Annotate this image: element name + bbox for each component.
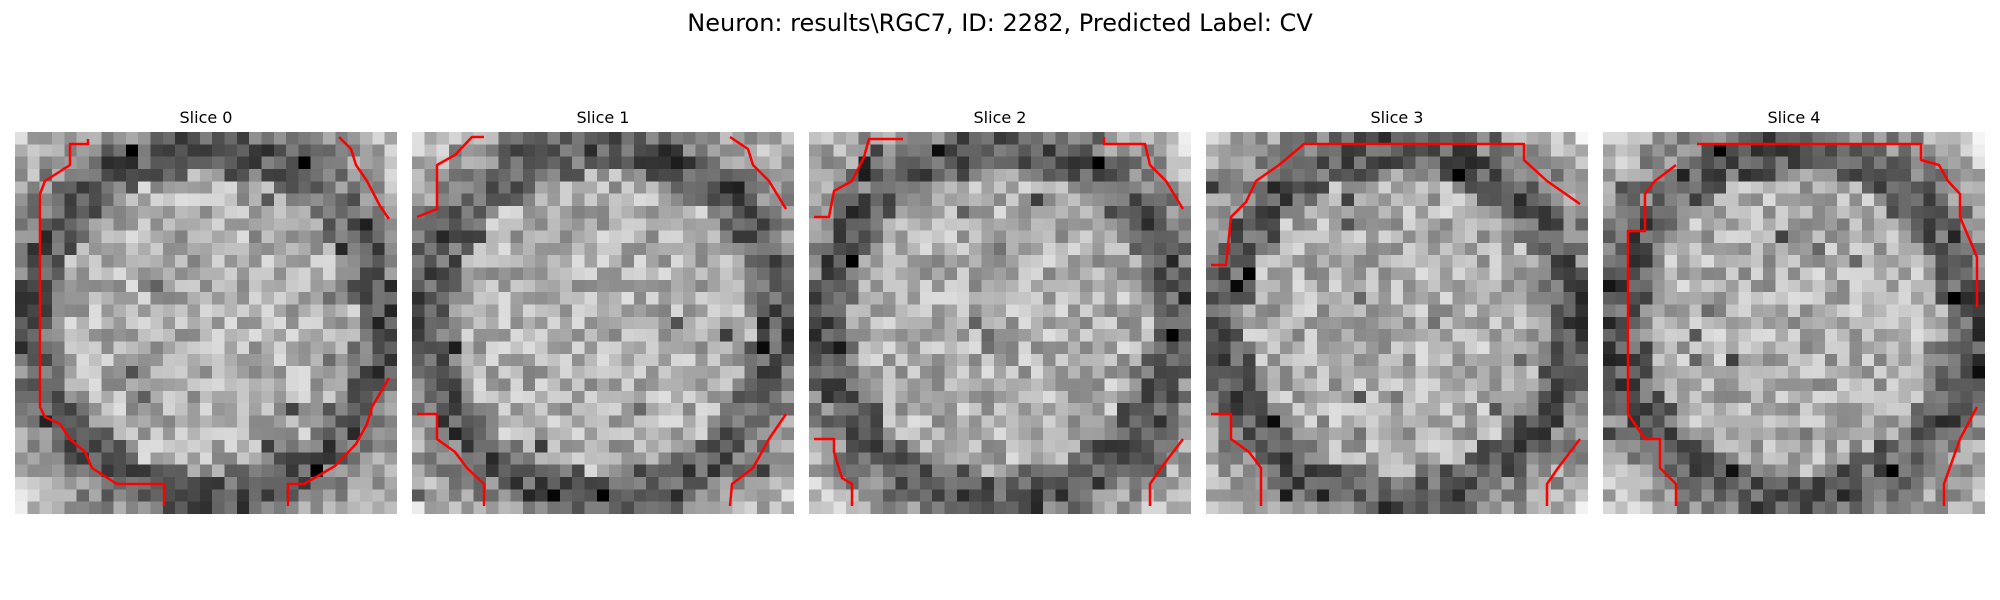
slice-title: Slice 4 — [1603, 108, 1985, 128]
slice-panel-2: Slice 2 — [809, 108, 1191, 514]
slice-pixel-grid — [1603, 132, 1985, 514]
slice-pixel-grid — [412, 132, 794, 514]
slice-title: Slice 2 — [809, 108, 1191, 128]
slice-panel-0: Slice 0 — [15, 108, 397, 514]
slice-panel-3: Slice 3 — [1206, 108, 1588, 514]
slice-image — [1206, 132, 1588, 514]
figure-title: Neuron: results\RGC7, ID: 2282, Predicte… — [0, 8, 2000, 38]
slice-title: Slice 1 — [412, 108, 794, 128]
slice-pixel-grid — [1206, 132, 1588, 514]
slice-panel-1: Slice 1 — [412, 108, 794, 514]
slice-title: Slice 3 — [1206, 108, 1588, 128]
slice-panel-4: Slice 4 — [1603, 108, 1985, 514]
slice-image — [809, 132, 1191, 514]
slice-title: Slice 0 — [15, 108, 397, 128]
slice-image — [1603, 132, 1985, 514]
slice-pixel-grid — [809, 132, 1191, 514]
slice-pixel-grid — [15, 132, 397, 514]
slice-image — [412, 132, 794, 514]
slice-image — [15, 132, 397, 514]
